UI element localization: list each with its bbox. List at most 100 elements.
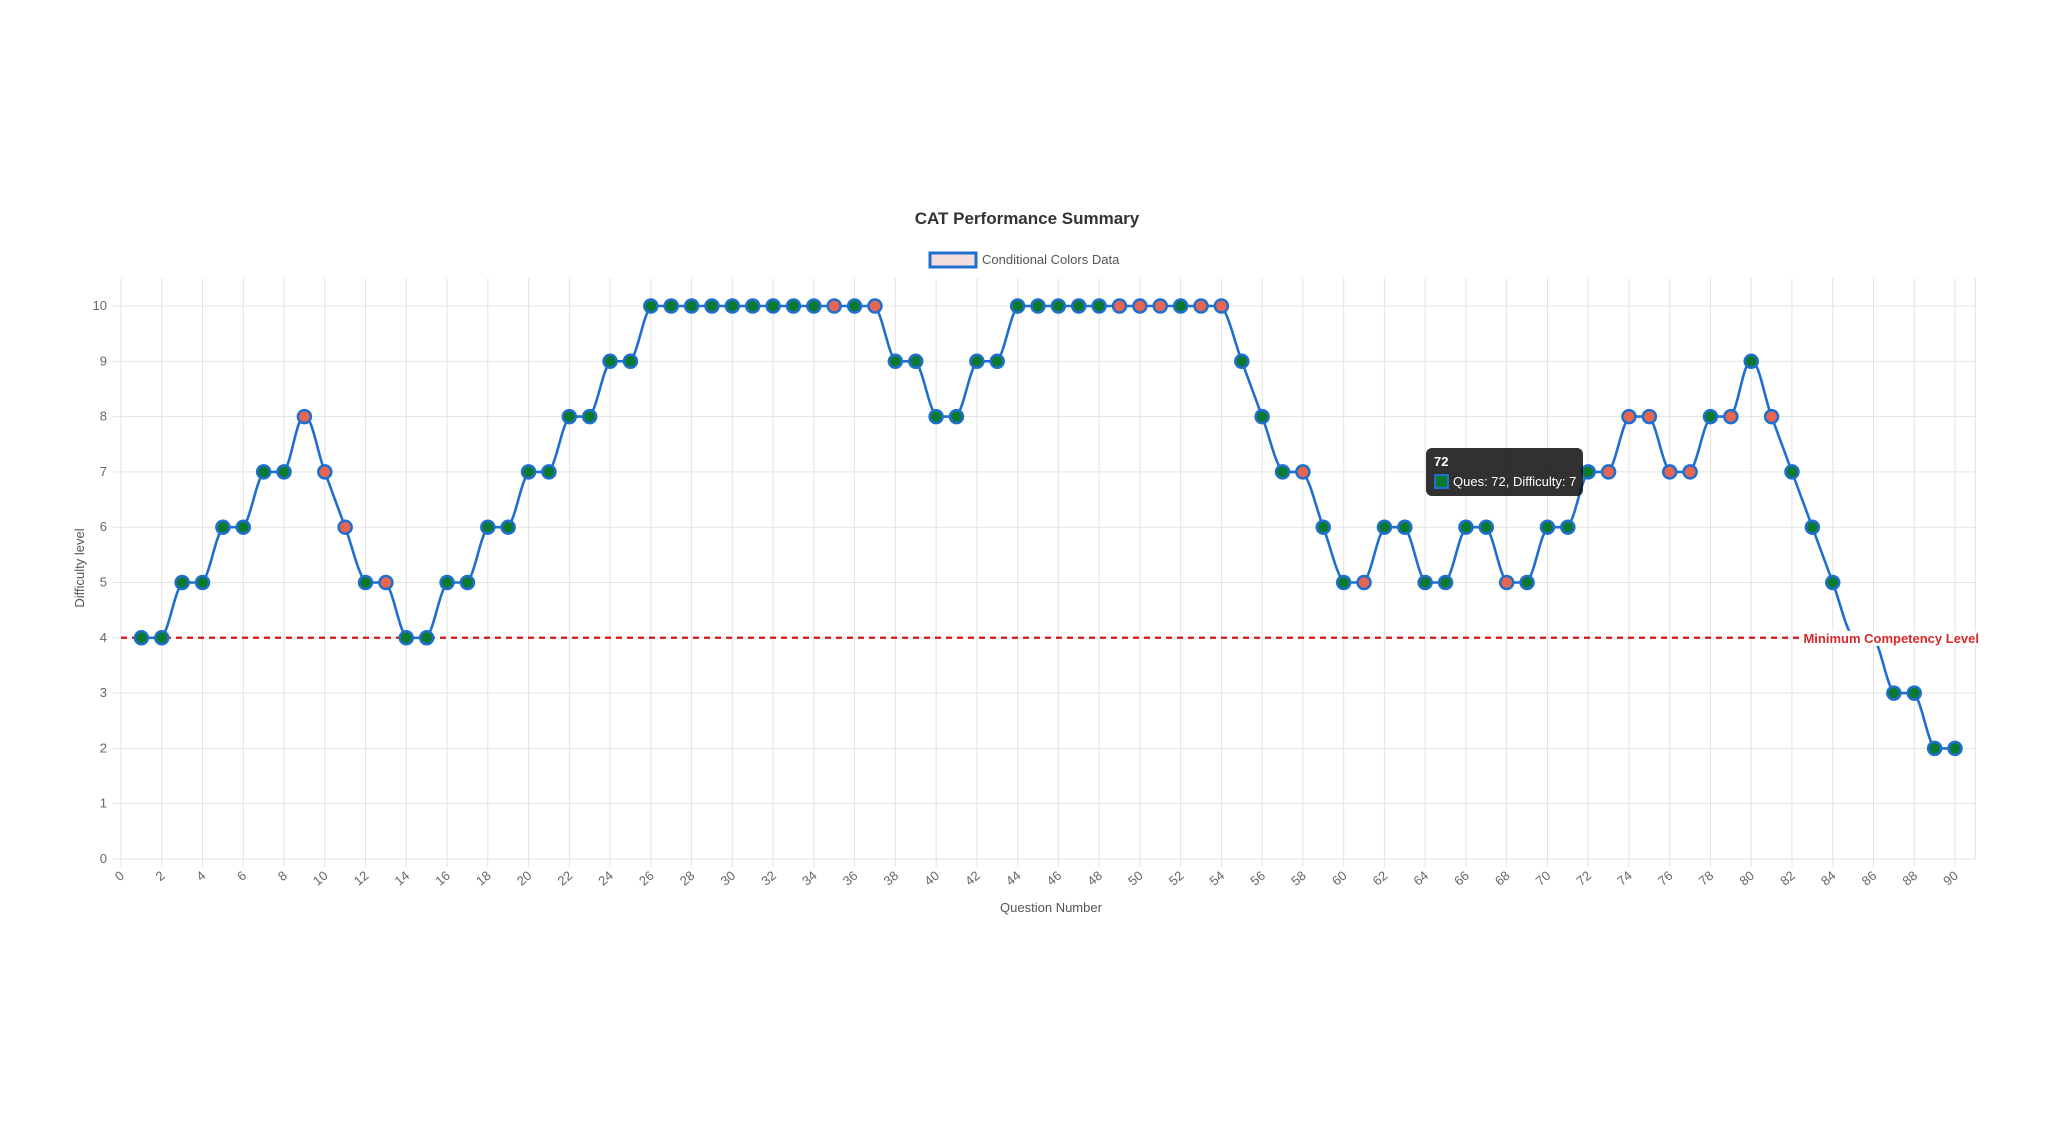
x-tick-label: 4: [193, 868, 208, 884]
data-point-correct: [1560, 519, 1576, 535]
data-point-correct: [1784, 464, 1800, 480]
tooltip-title: 72: [1434, 454, 1449, 469]
y-tick-label: 6: [100, 519, 107, 534]
data-point-correct: [154, 630, 170, 646]
data-point-correct: [602, 353, 618, 370]
data-point-correct: [1397, 519, 1413, 535]
x-tick-label: 38: [881, 868, 902, 889]
data-point-correct: [581, 408, 598, 425]
data-point-correct: [276, 464, 292, 480]
data-point-correct: [235, 519, 252, 535]
x-tick-label: 86: [1859, 868, 1880, 889]
y-tick-label: 2: [100, 740, 107, 755]
data-point-correct: [541, 464, 557, 480]
data-point-correct: [1437, 574, 1454, 591]
x-tick-label: 30: [718, 868, 739, 889]
data-point-wrong: [1723, 408, 1739, 425]
tooltip-color-swatch: [1434, 474, 1449, 489]
x-tick-label: 44: [1003, 868, 1024, 889]
data-point-wrong: [1132, 298, 1148, 314]
x-tick-label: 26: [636, 868, 657, 889]
data-point-correct: [724, 298, 741, 314]
data-point-wrong: [1111, 298, 1128, 314]
x-tick-label: 14: [391, 868, 412, 889]
data-point-correct: [907, 353, 924, 370]
tooltip: 72 Ques: 72, Difficulty: 7: [1426, 448, 1583, 496]
data-point-correct: [1274, 464, 1291, 480]
data-point-correct: [1947, 740, 1963, 757]
x-tick-label: 84: [1818, 868, 1839, 889]
data-point-correct: [785, 298, 802, 314]
x-tick-label: 74: [1614, 868, 1635, 889]
x-tick-label: 68: [1492, 868, 1513, 889]
x-tick-label: 62: [1370, 868, 1391, 889]
chart-title: CAT Performance Summary: [915, 209, 1140, 228]
x-tick-label: 72: [1573, 868, 1594, 889]
data-point-correct: [398, 630, 415, 646]
data-point-wrong: [1682, 464, 1698, 480]
data-point-correct: [1335, 574, 1352, 591]
data-point-correct: [683, 298, 700, 314]
x-tick-label: 78: [1696, 868, 1717, 889]
data-point-correct: [1172, 298, 1189, 314]
data-point-correct: [255, 464, 272, 480]
y-axis-label: Difficulty level: [72, 528, 87, 607]
y-tick-label: 3: [100, 685, 107, 700]
data-point-correct: [989, 353, 1005, 370]
data-point-correct: [1580, 464, 1596, 480]
series-line: [141, 304, 1955, 750]
x-tick-label: 42: [962, 868, 983, 889]
grid: [113, 278, 1976, 867]
data-point-correct: [561, 408, 578, 425]
data-point-correct: [1234, 353, 1250, 370]
legend-label[interactable]: Conditional Colors Data: [982, 252, 1120, 267]
x-tick-label: 66: [1451, 868, 1472, 889]
y-tick-label: 7: [100, 464, 107, 479]
x-tick-label: 36: [840, 868, 861, 889]
data-points: [133, 298, 1963, 757]
x-tick-label: 56: [1247, 868, 1268, 889]
data-point-correct: [704, 298, 720, 314]
data-point-correct: [1886, 685, 1902, 701]
data-point-wrong: [317, 464, 333, 480]
y-tick-label: 1: [100, 796, 107, 811]
x-tick-label: 6: [234, 868, 249, 884]
data-point-correct: [215, 519, 231, 535]
y-tick-label: 9: [100, 353, 107, 368]
data-point-correct: [194, 574, 211, 591]
data-point-correct: [439, 574, 455, 591]
data-point-correct: [459, 574, 476, 591]
data-point-wrong: [378, 574, 394, 591]
data-point-wrong: [1498, 574, 1515, 591]
data-point-wrong: [1152, 298, 1169, 314]
threshold-label-bg: [1801, 630, 1981, 646]
x-tick-label: 60: [1329, 868, 1350, 889]
x-tick-label: 24: [595, 868, 616, 889]
x-tick-label: 82: [1777, 868, 1798, 889]
data-point-correct: [1906, 685, 1922, 701]
data-point-correct: [948, 408, 965, 425]
data-point-wrong: [1295, 464, 1311, 480]
y-tick-label: 4: [100, 630, 107, 645]
x-tick-label: 32: [758, 868, 779, 889]
data-point-correct: [663, 298, 679, 314]
data-point-correct: [1091, 298, 1107, 314]
data-point-correct: [928, 408, 944, 425]
data-point-wrong: [1621, 408, 1637, 425]
data-point-correct: [1050, 298, 1067, 314]
threshold-label: Minimum Competency Level: [1803, 631, 1979, 646]
x-tick-label: 52: [1166, 868, 1187, 889]
data-point-wrong: [1213, 298, 1230, 314]
x-tick-label: 46: [1044, 868, 1065, 889]
x-tick-label: 8: [275, 868, 290, 884]
data-point-correct: [744, 298, 761, 314]
x-tick-label: 88: [1899, 868, 1920, 889]
data-point-wrong: [1193, 298, 1209, 314]
x-axis-ticks: 0 2 4 6 8 10 12 14 16 18 20 22 24 26 28 30 32 34 36 38 40 42 4…: [112, 868, 1961, 889]
data-point-correct: [174, 574, 190, 591]
data-point-correct: [1030, 298, 1046, 314]
legend-swatch[interactable]: [928, 251, 978, 269]
data-point-wrong: [1356, 574, 1372, 591]
data-point-correct: [765, 298, 781, 314]
